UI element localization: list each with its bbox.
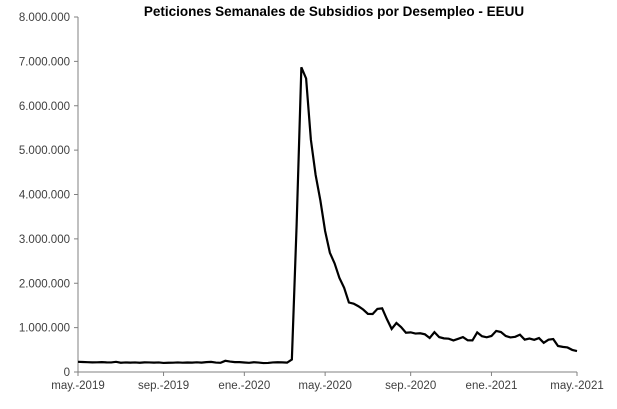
x-tick-label: sep.-2019 bbox=[138, 380, 189, 392]
x-tick-label: ene.-2021 bbox=[466, 380, 518, 392]
y-tick-label: 4.000.000 bbox=[19, 190, 70, 202]
chart-title: Peticiones Semanales de Subsidios por De… bbox=[144, 4, 524, 19]
y-tick-label: 0 bbox=[64, 367, 70, 379]
y-tick-label: 7.000.000 bbox=[19, 56, 70, 68]
data-line-unemployment-claims bbox=[77, 66, 578, 365]
x-tick-label: may.-2021 bbox=[550, 380, 603, 392]
y-tick-label: 3.000.000 bbox=[19, 234, 70, 246]
x-tick-label: may.-2019 bbox=[51, 380, 104, 392]
y-tick-label: 5.000.000 bbox=[19, 145, 70, 157]
y-tick-label: 8.000.000 bbox=[19, 12, 70, 24]
y-tick-label: 1.000.000 bbox=[19, 323, 70, 335]
y-tick-label: 6.000.000 bbox=[19, 101, 70, 113]
y-tick-label: 2.000.000 bbox=[19, 278, 70, 290]
x-tick-label: may.-2020 bbox=[298, 380, 351, 392]
x-tick-label: ene.-2020 bbox=[218, 380, 270, 392]
x-axis: may.-2019 sep.-2019 ene.-2020 may.-2020 sep.… bbox=[51, 371, 604, 392]
y-axis: 0 1.000.000 2.000.000 3.000.000 4.000.000 5.0… bbox=[19, 12, 79, 379]
x-tick-label: sep.-2020 bbox=[385, 380, 436, 392]
